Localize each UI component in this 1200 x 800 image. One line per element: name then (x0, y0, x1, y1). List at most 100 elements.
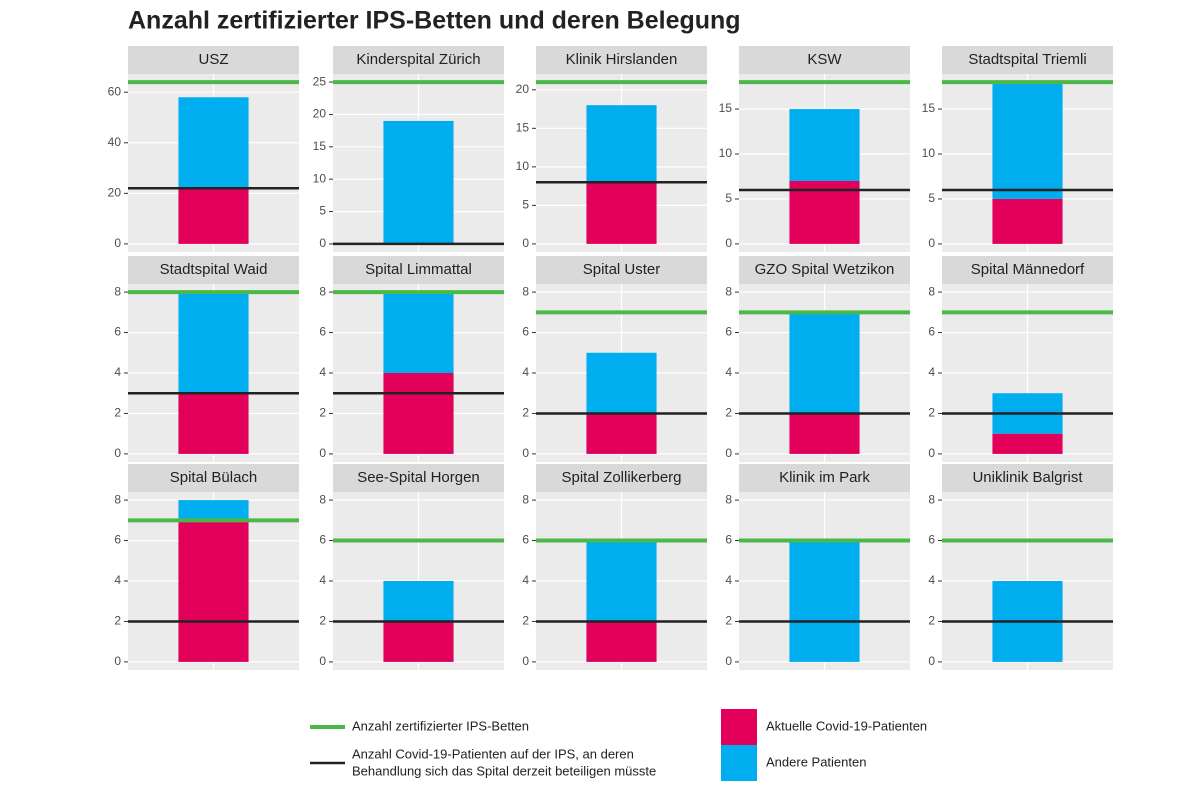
y-tick-label: 10 (313, 171, 327, 185)
y-tick-label: 4 (319, 573, 326, 587)
y-tick-label: 5 (319, 204, 326, 218)
y-tick-label: 10 (719, 146, 733, 160)
y-tick-label: 5 (725, 191, 732, 205)
strip (128, 46, 299, 74)
y-tick-label: 0 (522, 446, 529, 460)
y-tick-label: 2 (114, 406, 121, 420)
y-tick-label: 20 (313, 107, 327, 121)
strip (536, 464, 707, 492)
strip-label: KSW (807, 51, 842, 68)
y-tick-label: 0 (928, 236, 935, 250)
y-tick-label: 40 (108, 135, 122, 149)
y-tick-label: 0 (725, 654, 732, 668)
strip (739, 256, 910, 284)
y-tick-label: 8 (725, 492, 732, 506)
y-tick-label: 8 (725, 284, 732, 298)
y-tick-label: 4 (114, 573, 121, 587)
y-tick-label: 25 (313, 74, 327, 88)
y-tick-label: 15 (313, 139, 327, 153)
strip (333, 46, 504, 74)
y-tick-label: 6 (522, 325, 529, 339)
y-tick-label: 6 (114, 325, 121, 339)
strip-label: Klinik im Park (779, 469, 870, 486)
y-tick-label: 4 (319, 365, 326, 379)
strip-label: Spital Uster (583, 261, 661, 278)
y-tick-label: 15 (922, 101, 936, 115)
legend-label: Aktuelle Covid-19-Patienten (766, 718, 927, 733)
y-tick-label: 2 (319, 406, 326, 420)
y-tick-label: 2 (928, 614, 935, 628)
legend-swatch (721, 745, 757, 781)
bar-covid (586, 413, 657, 454)
strip (333, 464, 504, 492)
y-tick-label: 8 (319, 284, 326, 298)
legend-swatch (721, 709, 757, 745)
y-tick-label: 8 (928, 284, 935, 298)
y-tick-label: 6 (725, 533, 732, 547)
y-tick-label: 6 (928, 533, 935, 547)
bar-covid (383, 373, 454, 454)
bar-covid (789, 413, 860, 454)
y-tick-label: 8 (114, 492, 121, 506)
y-tick-label: 8 (114, 284, 121, 298)
y-tick-label: 8 (522, 284, 529, 298)
legend-label: Behandlung sich das Spital derzeit betei… (352, 763, 656, 778)
bar-other (789, 109, 860, 181)
strip (128, 256, 299, 284)
strip-label: Stadtspital Waid (160, 261, 268, 278)
chart-title: Anzahl zertifizierter IPS-Betten und der… (128, 7, 741, 35)
strip (128, 464, 299, 492)
bar-other (586, 352, 657, 414)
y-tick-label: 4 (928, 573, 935, 587)
strip (942, 464, 1113, 492)
legend-label: Anzahl Covid-19-Patienten auf der IPS, a… (352, 746, 634, 761)
y-tick-label: 0 (725, 236, 732, 250)
y-tick-label: 0 (725, 446, 732, 460)
y-tick-label: 0 (928, 654, 935, 668)
bar-covid (992, 198, 1063, 244)
bar-covid (178, 188, 249, 244)
bar-covid (586, 182, 657, 244)
strip-label: Spital Männedorf (971, 261, 1085, 278)
strip (536, 46, 707, 74)
bar-covid (383, 621, 454, 662)
strip-label: Stadtspital Triemli (968, 51, 1086, 68)
legend-label: Andere Patienten (766, 754, 866, 769)
bar-covid (992, 433, 1063, 454)
y-tick-label: 4 (725, 573, 732, 587)
strip (942, 256, 1113, 284)
y-tick-label: 6 (319, 325, 326, 339)
y-tick-label: 60 (108, 84, 122, 98)
strip (739, 464, 910, 492)
y-tick-label: 0 (522, 654, 529, 668)
y-tick-label: 10 (922, 146, 936, 160)
bar-other (178, 292, 249, 394)
y-tick-label: 0 (319, 446, 326, 460)
y-tick-label: 6 (725, 325, 732, 339)
bar-other (586, 540, 657, 622)
y-tick-label: 20 (516, 82, 530, 96)
strip (333, 256, 504, 284)
bar-other (586, 105, 657, 183)
y-tick-label: 6 (928, 325, 935, 339)
y-tick-label: 15 (719, 101, 733, 115)
y-tick-label: 6 (522, 533, 529, 547)
strip-label: Klinik Hirslanden (566, 51, 678, 68)
y-tick-label: 0 (319, 654, 326, 668)
y-tick-label: 20 (108, 186, 122, 200)
bar-other (789, 540, 860, 662)
y-tick-label: 2 (725, 406, 732, 420)
strip (739, 46, 910, 74)
y-tick-label: 2 (522, 406, 529, 420)
bar-other (178, 97, 249, 189)
y-tick-label: 5 (928, 191, 935, 205)
legend-label: Anzahl zertifizierter IPS-Betten (352, 718, 529, 733)
y-tick-label: 4 (928, 365, 935, 379)
y-tick-label: 2 (114, 614, 121, 628)
bar-other (992, 82, 1063, 199)
y-tick-label: 4 (114, 365, 121, 379)
y-tick-label: 0 (114, 446, 121, 460)
bar-covid (178, 520, 249, 662)
bar-other (178, 500, 249, 521)
